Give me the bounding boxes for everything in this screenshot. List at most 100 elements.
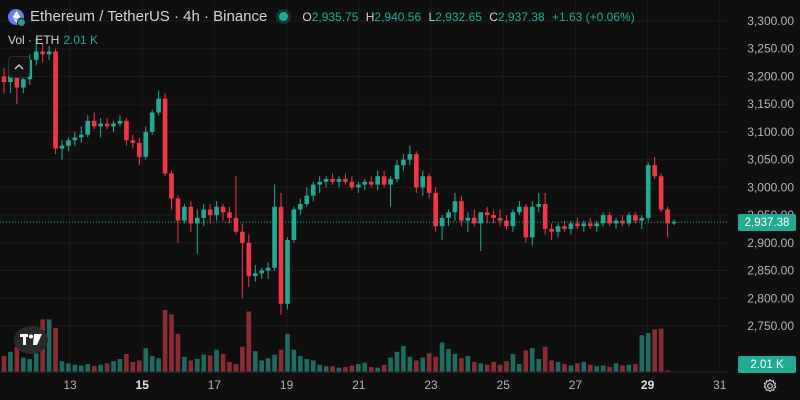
- volume-bar: [420, 357, 426, 372]
- volume-bar: [59, 361, 65, 372]
- volume-bar: [285, 333, 290, 372]
- volume-bar: [98, 364, 103, 372]
- volume-bar: [665, 370, 670, 372]
- time-tick-label: 19: [280, 378, 294, 392]
- volume-bar: [246, 311, 252, 372]
- last-volume-label: 2.01 K: [738, 356, 796, 373]
- candle-body: [407, 154, 413, 160]
- volume-bar: [446, 348, 451, 372]
- tradingview-logo-icon[interactable]: [14, 326, 48, 354]
- candle-body: [46, 51, 52, 55]
- volume-bar: [607, 366, 612, 372]
- price-tick-label: 3,300.00: [747, 14, 794, 28]
- volume-value: 2.01 K: [63, 33, 99, 47]
- open-value: 2,935.75: [311, 9, 359, 24]
- volume-bar: [633, 364, 638, 372]
- volume-bar: [626, 364, 632, 372]
- price-tick-label: 3,200.00: [747, 69, 794, 83]
- candle-body: [1, 76, 7, 82]
- candle-body: [671, 222, 677, 224]
- volume-bar: [381, 364, 387, 372]
- candle-body: [14, 73, 20, 88]
- candle-body: [542, 204, 548, 229]
- candle-body: [484, 212, 490, 216]
- volume-bar: [343, 366, 348, 372]
- volume-bar: [529, 348, 535, 372]
- time-axis[interactable]: 13 15 17 19 21 23 25 27 29 31: [0, 371, 728, 392]
- volume-bar: [407, 356, 413, 372]
- candle-body: [381, 176, 387, 185]
- volume-bar: [156, 358, 161, 372]
- volume-bar: [304, 359, 310, 372]
- candle-body: [117, 120, 123, 124]
- candle-body: [143, 131, 149, 157]
- time-tick-label: 13: [63, 378, 77, 392]
- volume-bar: [471, 361, 477, 372]
- time-tick-label: 23: [424, 378, 438, 392]
- volume-bar: [317, 364, 322, 372]
- volume-bar: [439, 342, 445, 372]
- candle-body: [227, 212, 232, 218]
- volume-bar: [491, 361, 496, 372]
- candle-body: [201, 209, 207, 218]
- volume-bar: [252, 351, 258, 372]
- volume-bar: [272, 354, 277, 372]
- volume-bar: [594, 366, 600, 372]
- candle-body: [310, 184, 316, 196]
- volume-bar: [478, 363, 484, 372]
- candle-body: [620, 220, 625, 224]
- candle-body: [562, 226, 567, 229]
- candle-body: [633, 215, 638, 221]
- volume-bar: [497, 364, 503, 372]
- candle-body: [149, 112, 155, 132]
- candle-body: [233, 217, 239, 232]
- candle-body: [124, 120, 129, 141]
- candle-body: [72, 137, 78, 141]
- time-tick-label: 27: [569, 378, 583, 392]
- volume-bar: [426, 353, 432, 372]
- candle-body: [568, 223, 574, 229]
- candle-body: [433, 192, 438, 227]
- collapse-legend-button[interactable]: [8, 56, 30, 78]
- candle-body: [613, 220, 619, 224]
- price-candles: [1, 37, 677, 315]
- ethereum-icon: [8, 8, 26, 27]
- candle-body: [343, 179, 348, 182]
- volume-label: Vol · ETH: [8, 33, 60, 47]
- volume-bar: [639, 335, 645, 372]
- candle-body: [162, 98, 168, 174]
- volume-bar: [362, 362, 368, 372]
- candle-body: [426, 176, 432, 193]
- candle-body: [375, 176, 380, 185]
- candle-body: [549, 228, 554, 232]
- volume-bar: [27, 359, 33, 372]
- candle-body: [285, 240, 290, 304]
- candle-body: [220, 206, 226, 213]
- candle-body: [111, 123, 116, 127]
- price-axis[interactable]: 3,300.00 3,250.00 3,200.00 3,150.00 3,100.00…: [728, 0, 800, 400]
- symbol-legend: Ethereum / TetherUS · 4h · Binance O2,93…: [8, 8, 635, 27]
- volume-bar: [265, 358, 271, 372]
- volume-bar: [620, 365, 625, 372]
- volume-bar: [136, 360, 142, 372]
- candle-body: [259, 270, 265, 274]
- volume-bar: [356, 364, 361, 372]
- volume-bar: [194, 359, 200, 372]
- volume-bar: [53, 328, 58, 372]
- volume-bar: [581, 361, 587, 372]
- symbol-title[interactable]: Ethereum / TetherUS · 4h · Binance: [30, 8, 268, 25]
- volume-bar: [459, 358, 464, 372]
- candle-body: [252, 273, 258, 277]
- candle-body: [136, 143, 142, 157]
- candle-body: [401, 159, 406, 166]
- candle-body: [182, 206, 187, 221]
- gear-icon[interactable]: [762, 378, 778, 394]
- volume-bar: [220, 353, 226, 372]
- candle-body: [510, 212, 516, 227]
- candle-body: [349, 181, 355, 188]
- price-tick-label: 3,100.00: [747, 125, 794, 139]
- candle-body: [214, 206, 219, 216]
- time-tick-label: 17: [208, 378, 222, 392]
- candle-body: [587, 223, 593, 227]
